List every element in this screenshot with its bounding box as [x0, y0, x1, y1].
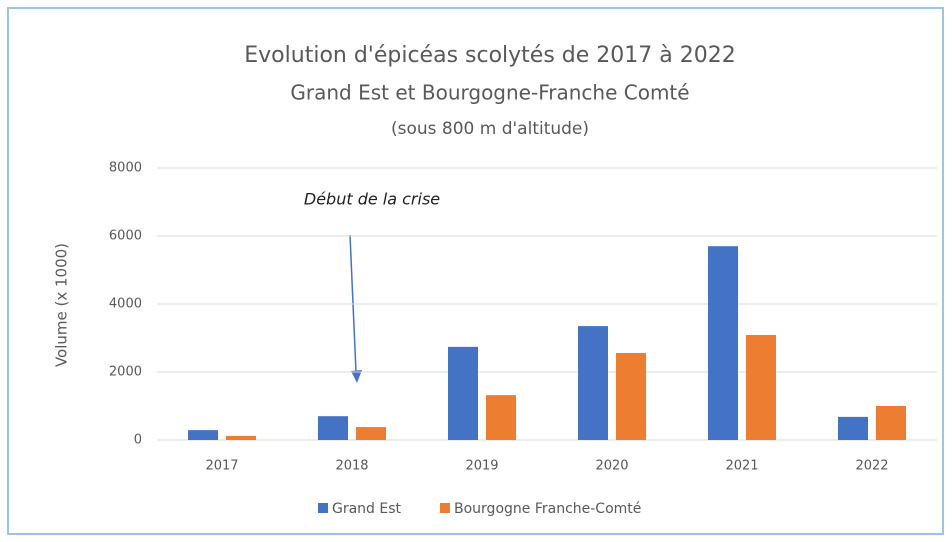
chart-subtitle: (sous 800 m d'altitude) — [391, 119, 589, 139]
bar — [188, 430, 218, 440]
bar — [578, 326, 608, 440]
x-tick-label: 2022 — [855, 459, 888, 474]
bar — [876, 406, 906, 440]
x-tick-label: 2018 — [335, 459, 368, 474]
frame — [7, 7, 944, 535]
bar — [616, 352, 646, 440]
bar — [356, 427, 386, 440]
y-tick-label: 4000 — [109, 297, 142, 312]
y-tick-label: 8000 — [109, 161, 142, 176]
legend-swatch — [318, 503, 328, 513]
x-tick-label: 2019 — [465, 459, 498, 474]
bar — [318, 416, 348, 440]
bar — [486, 395, 516, 440]
legend-label: Bourgogne Franche-Comté — [454, 501, 641, 517]
y-tick-label: 2000 — [109, 365, 142, 380]
bar — [448, 346, 478, 440]
chart-subtitle: Grand Est et Bourgogne-Franche Comté — [290, 81, 689, 105]
legend-swatch — [440, 503, 450, 513]
bar — [746, 334, 776, 440]
x-tick-label: 2021 — [725, 459, 758, 474]
chart-title: Evolution d'épicéas scolytés de 2017 à 2… — [244, 43, 735, 68]
bar — [838, 416, 868, 440]
y-axis-label: Volume (x 1000) — [53, 243, 71, 367]
y-tick-label: 6000 — [109, 229, 142, 244]
legend-label: Grand Est — [332, 501, 402, 517]
annotation: Début de la crise — [304, 190, 440, 209]
x-tick-label: 2020 — [595, 459, 628, 474]
y-tick-label: 0 — [134, 433, 142, 448]
bar — [708, 246, 738, 440]
x-tick-label: 2017 — [205, 459, 238, 474]
bar — [226, 435, 256, 440]
